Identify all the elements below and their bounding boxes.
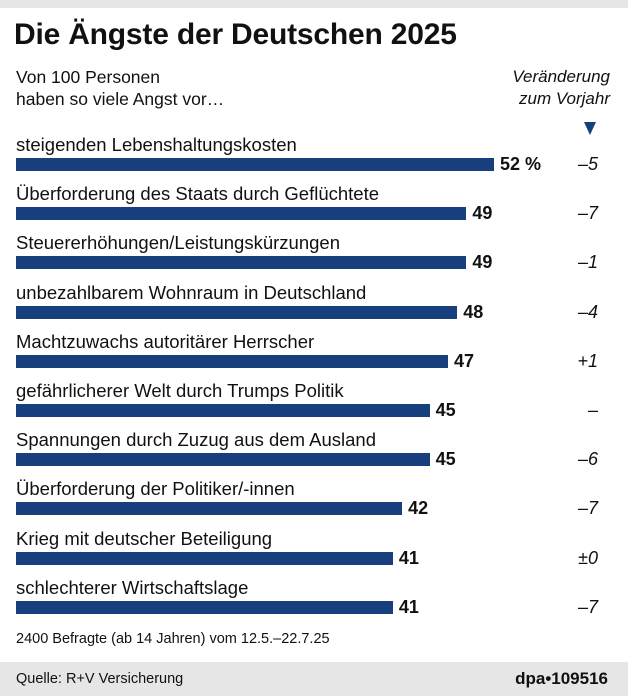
bar xyxy=(16,404,430,417)
change-value-label: ±0 xyxy=(578,547,598,568)
bar-value-label: 45 xyxy=(435,400,456,420)
change-value-label: –1 xyxy=(577,252,598,273)
change-value-label: –4 xyxy=(577,301,598,322)
category-label: Überforderung der Politiker/-innen xyxy=(16,478,295,500)
source-label: Quelle: R+V Versicherung xyxy=(16,671,184,687)
category-label: schlechterer Wirtschaftslage xyxy=(16,576,249,598)
change-column-header: Veränderung zum Vorjahr xyxy=(512,66,610,110)
category-label: Steuererhöhungen/Leistungskürzungen xyxy=(16,232,340,254)
bar-value-label: 41 xyxy=(398,596,419,617)
subtitle-line-1: Von 100 Personen xyxy=(16,67,161,87)
bar-value-label: 48 xyxy=(463,301,484,322)
bar-value-label: 41 xyxy=(398,547,419,568)
change-value-label: +1 xyxy=(577,350,598,371)
bar xyxy=(16,256,467,270)
down-triangle-icon xyxy=(584,122,596,135)
category-label: gefährlicherer Welt durch Trumps Politik xyxy=(16,380,344,401)
category-label: Spannungen durch Zuzug aus dem Ausland xyxy=(16,429,376,451)
bar xyxy=(16,305,458,319)
bar-value-label: 49 xyxy=(472,252,493,273)
category-label: Überforderung des Staats durch Geflüchte… xyxy=(16,183,380,205)
bar xyxy=(16,600,393,614)
category-label: unbezahlbarem Wohnraum in Deutschland xyxy=(16,281,367,303)
chart-subtitle: Von 100 Personen haben so viele Angst vo… xyxy=(16,66,224,110)
change-header-line-1: Veränderung xyxy=(512,67,610,86)
bar xyxy=(16,354,449,368)
chart-title: Die Ängste der Deutschen 2025 xyxy=(14,18,457,51)
bar xyxy=(16,502,403,516)
change-value-label: – xyxy=(587,400,598,420)
bar xyxy=(16,207,467,221)
category-label: Krieg mit deutscher Beteiligung xyxy=(16,527,273,549)
change-value-label: –7 xyxy=(577,596,598,617)
footer: Quelle: R+V Versicherung dpa•109516 xyxy=(0,662,628,696)
category-label: Machtzuwachs autoritärer Herrscher xyxy=(16,330,315,352)
survey-note: 2400 Befragte (ab 14 Jahren) vom 12.5.–2… xyxy=(16,631,330,647)
change-value-label: –7 xyxy=(577,203,598,224)
bar-value-label: 45 xyxy=(435,449,456,470)
change-value-label: –6 xyxy=(577,449,598,470)
bar xyxy=(16,551,393,565)
bar-value-label: 52 % xyxy=(500,154,542,174)
bar-value-label: 47 xyxy=(454,350,475,371)
bar xyxy=(16,158,494,171)
change-header-line-2: zum Vorjahr xyxy=(518,89,610,108)
top-strip xyxy=(0,0,628,8)
category-label: steigenden Lebenshaltungskosten xyxy=(16,134,297,155)
change-value-label: –5 xyxy=(577,154,598,174)
change-value-label: –7 xyxy=(577,498,598,519)
bar-value-label: 49 xyxy=(472,203,493,224)
subtitle-line-2: haben so viele Angst vor… xyxy=(16,89,225,109)
bar xyxy=(16,453,430,467)
dpa-credit: dpa•109516 xyxy=(515,669,608,688)
bar-value-label: 42 xyxy=(408,498,429,519)
